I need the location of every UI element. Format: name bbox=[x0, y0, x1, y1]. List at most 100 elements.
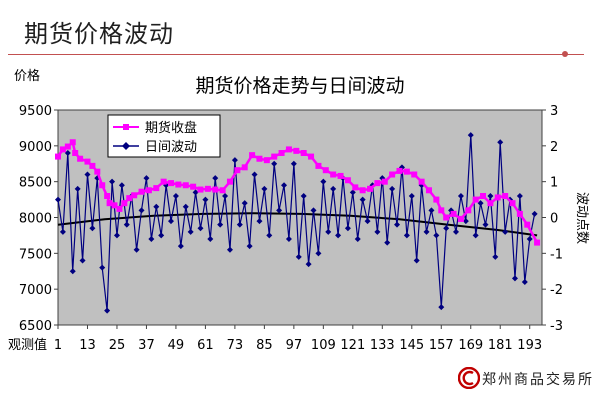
volatility-point bbox=[222, 193, 229, 199]
y2-tick-label: 0 bbox=[550, 212, 558, 227]
price-point bbox=[226, 178, 233, 185]
exchange-logo-text: 郑州商品交易所 bbox=[482, 372, 594, 388]
price-point bbox=[457, 215, 464, 222]
volatility-point bbox=[89, 225, 96, 232]
price-point bbox=[69, 139, 76, 146]
price-point bbox=[121, 200, 128, 207]
price-point bbox=[138, 188, 145, 195]
price-point bbox=[502, 193, 509, 199]
x-tick-label: 49 bbox=[168, 338, 185, 353]
price-point bbox=[99, 182, 106, 189]
trend-line bbox=[57, 212, 538, 237]
volatility-point bbox=[374, 228, 381, 235]
price-point bbox=[89, 162, 96, 169]
price-volatility-chart: 6500 7000 7500 8000 8500 9000 9500 -3 -2 -1 0 1 2 3 1 1… bbox=[8, 68, 589, 353]
price-point bbox=[111, 202, 118, 209]
price-point bbox=[509, 200, 516, 207]
volatility-point bbox=[285, 236, 292, 242]
price-point bbox=[55, 153, 61, 160]
slide-title: 期货价格波动 bbox=[24, 20, 174, 48]
price-point bbox=[494, 194, 501, 201]
y2-axis-label: 波动点数 bbox=[574, 192, 589, 244]
volatility-point bbox=[477, 200, 484, 207]
price-point bbox=[516, 210, 523, 217]
volatility-point bbox=[335, 232, 342, 239]
price-point bbox=[241, 164, 248, 171]
volatility-point bbox=[354, 236, 361, 242]
price-point bbox=[381, 178, 388, 185]
volatility-point bbox=[217, 221, 224, 228]
volatility-point bbox=[236, 221, 243, 228]
y2-tick-label: 1 bbox=[550, 176, 558, 191]
y-tick-label: 6500 bbox=[19, 319, 52, 334]
volatility-point bbox=[74, 185, 81, 192]
volatility-point bbox=[438, 304, 445, 311]
price-point bbox=[59, 146, 66, 153]
volatility-point bbox=[197, 225, 204, 232]
volatility-point bbox=[55, 196, 61, 203]
volatility-point bbox=[226, 246, 233, 253]
x-tick-label: 73 bbox=[227, 338, 244, 353]
price-point bbox=[322, 167, 329, 174]
x-tick-label: 157 bbox=[429, 338, 454, 353]
volatility-point bbox=[403, 232, 410, 239]
x-tick-label: 1 bbox=[54, 338, 62, 353]
title-divider-dot bbox=[562, 51, 568, 57]
price-point bbox=[160, 178, 167, 185]
price-point bbox=[204, 185, 211, 192]
volatility-point bbox=[113, 232, 120, 239]
x-tick-label: 169 bbox=[458, 338, 483, 353]
volatility-point bbox=[379, 175, 386, 182]
volatility-point bbox=[64, 150, 71, 156]
volatility-point bbox=[212, 175, 219, 182]
price-point bbox=[367, 185, 374, 192]
price-point bbox=[524, 221, 531, 228]
price-point bbox=[94, 168, 101, 175]
volatility-point bbox=[453, 228, 460, 235]
legend-box bbox=[107, 114, 221, 158]
price-point bbox=[425, 187, 432, 194]
exchange-logo-icon bbox=[458, 367, 480, 389]
volatility-point bbox=[315, 250, 322, 257]
volatility-point bbox=[394, 221, 401, 228]
x-axis-label: 观测值 bbox=[8, 337, 47, 353]
price-point bbox=[190, 183, 197, 190]
volatility-point bbox=[143, 175, 150, 182]
volatility-point bbox=[118, 182, 125, 189]
chart-title: 期货价格走势与日间波动 bbox=[195, 75, 404, 97]
volatility-point bbox=[516, 193, 523, 199]
volatility-point bbox=[384, 239, 391, 246]
volatility-point bbox=[148, 236, 155, 242]
volatility-point bbox=[251, 171, 258, 178]
price-point bbox=[344, 177, 351, 184]
volatility-point bbox=[511, 275, 518, 282]
y2-tick-label: 3 bbox=[550, 104, 558, 119]
volatility-point bbox=[133, 246, 140, 253]
volatility-point bbox=[246, 243, 253, 250]
volatility-point bbox=[109, 178, 116, 185]
y2-tick-label: -1 bbox=[550, 247, 563, 262]
volatility-point bbox=[261, 185, 268, 192]
volatility-point bbox=[492, 253, 499, 260]
y2-tick-label: 2 bbox=[550, 140, 558, 155]
price-point bbox=[330, 171, 337, 178]
price-point bbox=[249, 152, 256, 159]
price-point bbox=[271, 153, 278, 160]
x-tick-label: 61 bbox=[197, 338, 214, 353]
legend: 期货收盘 日间波动 bbox=[107, 114, 221, 158]
exchange-logo: 郑州商品交易所 bbox=[458, 366, 594, 390]
volatility-point bbox=[192, 189, 199, 196]
price-point bbox=[472, 196, 479, 203]
price-point bbox=[72, 150, 79, 156]
volatility-point bbox=[99, 264, 106, 271]
volatility-point bbox=[104, 307, 111, 314]
price-point bbox=[487, 200, 494, 207]
price-point bbox=[197, 186, 204, 193]
volatility-point bbox=[158, 232, 165, 239]
volatility-point bbox=[231, 157, 238, 164]
volatility-point bbox=[443, 225, 450, 232]
volatility-point bbox=[502, 228, 509, 235]
legend-volatility-label: 日间波动 bbox=[145, 140, 197, 155]
price-point bbox=[308, 153, 315, 160]
price-point bbox=[168, 180, 175, 187]
